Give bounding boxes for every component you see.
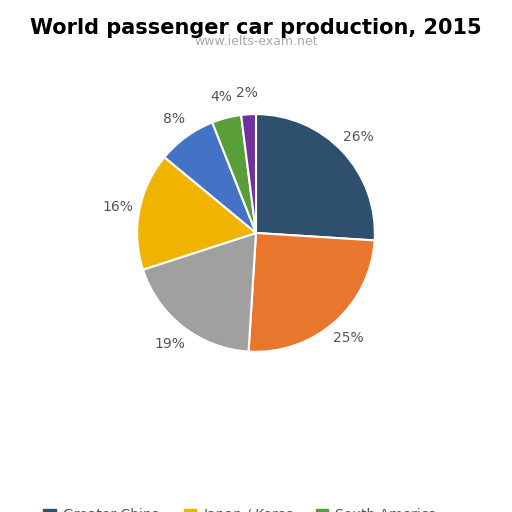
Wedge shape <box>248 233 375 352</box>
Legend: Greater China, Europe, North America, Japan / Korea, South Asia, South America, : Greater China, Europe, North America, Ja… <box>43 508 469 512</box>
Text: World passenger car production, 2015: World passenger car production, 2015 <box>30 18 482 38</box>
Wedge shape <box>212 115 256 233</box>
Text: 19%: 19% <box>155 337 185 351</box>
Wedge shape <box>164 122 256 233</box>
Text: 26%: 26% <box>343 130 374 144</box>
Text: 16%: 16% <box>103 200 134 214</box>
Text: 25%: 25% <box>333 331 364 345</box>
Text: 8%: 8% <box>163 113 184 126</box>
Text: 4%: 4% <box>210 90 232 104</box>
Wedge shape <box>241 114 256 233</box>
Wedge shape <box>256 114 375 241</box>
Text: 2%: 2% <box>236 86 258 100</box>
Text: www.ielts-exam.net: www.ielts-exam.net <box>194 35 318 48</box>
Wedge shape <box>143 233 256 352</box>
Wedge shape <box>137 157 256 270</box>
